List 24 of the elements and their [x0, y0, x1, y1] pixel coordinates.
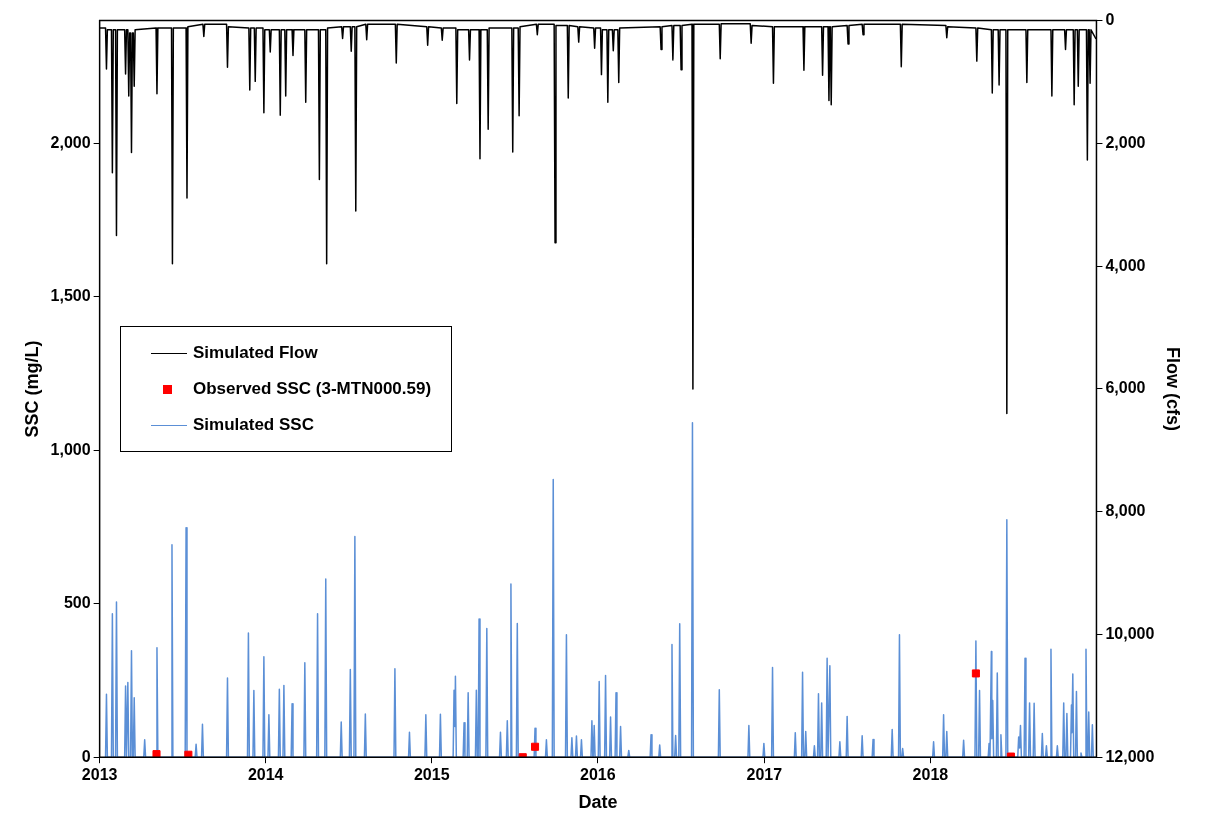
y-tick-label: 1,500 — [50, 287, 91, 305]
y2-tick-label: 8,000 — [1105, 502, 1146, 520]
x-axis-title: Date — [578, 792, 618, 813]
x-tick-label: 2014 — [247, 766, 284, 784]
y-tick-label: 1,000 — [50, 440, 91, 458]
y-tick-label: 500 — [63, 594, 91, 612]
y2-tick-label: 6,000 — [1105, 379, 1146, 397]
x-tick-label: 2013 — [81, 766, 118, 784]
x-tick-label: 2016 — [580, 766, 616, 784]
y-tick-label: 2,000 — [50, 133, 91, 151]
y-tick-label: 0 — [81, 747, 91, 765]
legend-label: Simulated Flow — [193, 343, 318, 363]
legend-label: Observed SSC (3-MTN000.59) — [193, 379, 432, 399]
x-tick-label: 2015 — [413, 766, 450, 784]
x-tick-label: 2018 — [912, 766, 949, 784]
y2-tick-label: 0 — [1105, 11, 1115, 29]
y2-tick-label: 12,000 — [1105, 747, 1155, 765]
y2-tick-label: 4,000 — [1105, 256, 1146, 274]
y2-tick-label: 2,000 — [1105, 133, 1146, 151]
x-tick-label: 2017 — [746, 766, 783, 784]
y2-tick-label: 10,000 — [1105, 624, 1155, 642]
legend-label: Simulated SSC — [193, 415, 314, 435]
y2-axis-title: Flow (cfs) — [1163, 346, 1184, 431]
y-axis-title: SSC (mg/L) — [21, 340, 42, 438]
